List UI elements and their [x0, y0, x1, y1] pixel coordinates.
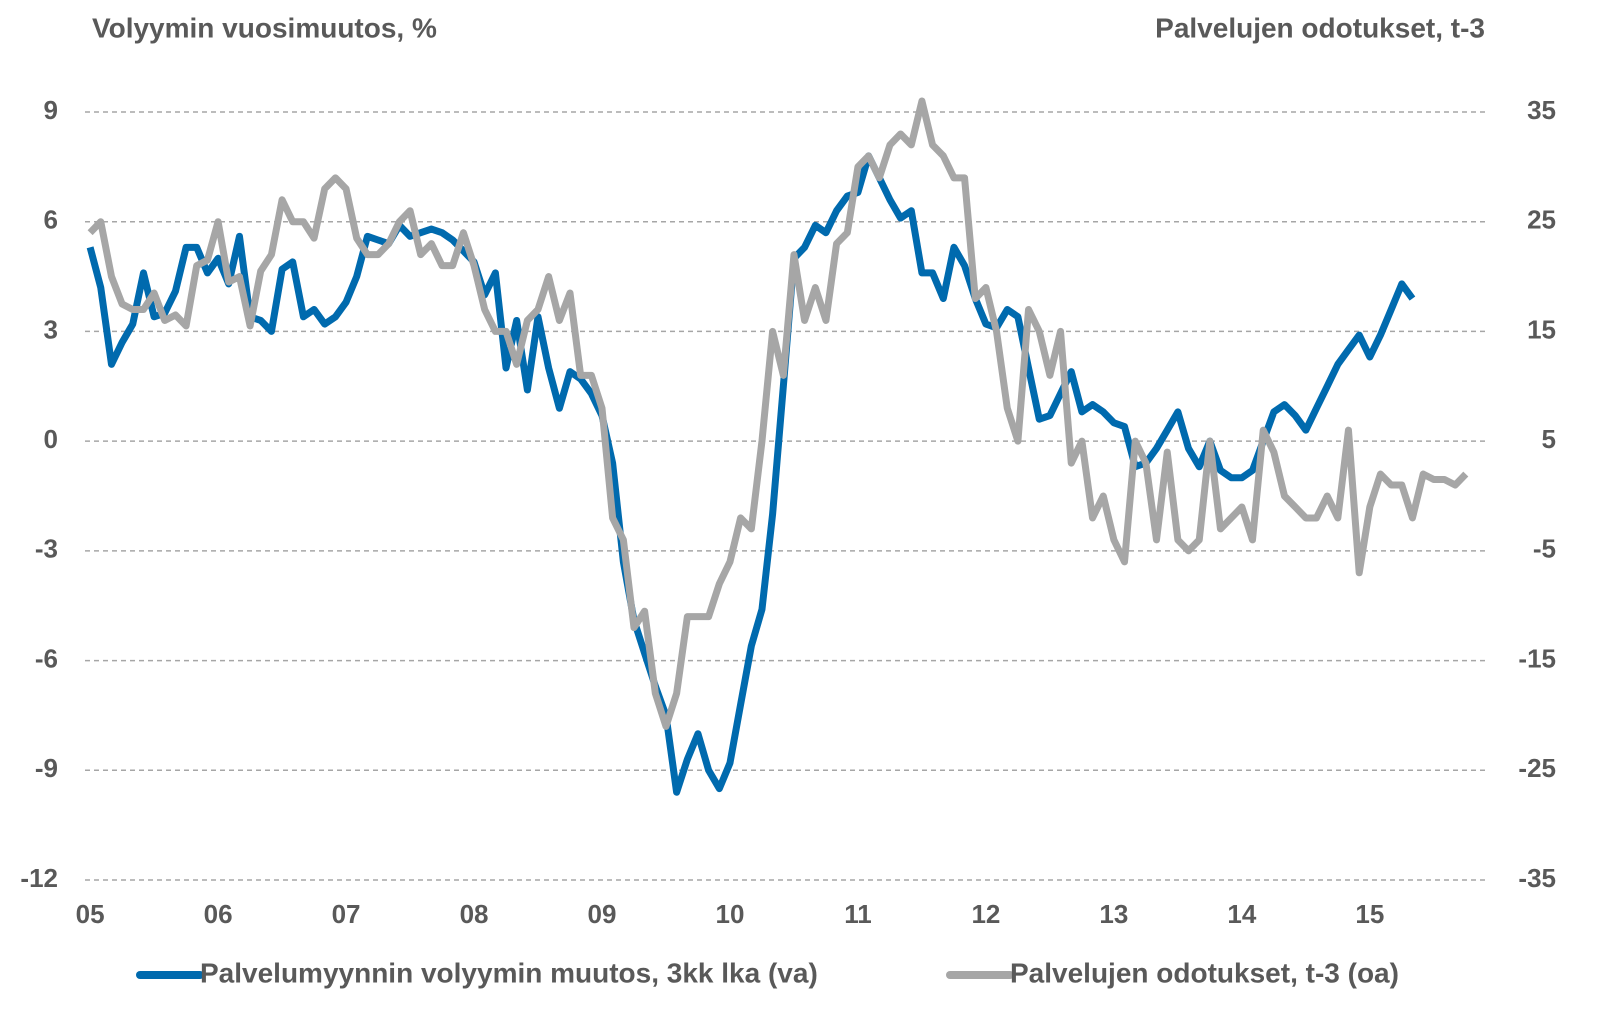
series-line — [87, 97, 1469, 730]
y-tick-label: 3 — [44, 314, 58, 344]
series-line — [86, 152, 1416, 796]
y2-tick-label: 5 — [1542, 424, 1556, 454]
x-tick-label: 11 — [844, 899, 872, 929]
legend-label: Palvelujen odotukset, t-3 (oa) — [1010, 957, 1399, 988]
y2-tick-label: 35 — [1527, 95, 1556, 125]
y-tick-label: -6 — [35, 643, 58, 673]
y2-tick-label: 15 — [1527, 314, 1556, 344]
x-tick-label: 10 — [716, 899, 745, 929]
y2-tick-label: -25 — [1518, 753, 1556, 783]
x-tick-label: 12 — [971, 899, 1000, 929]
x-tick-label: 15 — [1355, 899, 1384, 929]
y-tick-label: -12 — [20, 863, 58, 893]
y2-tick-label: -15 — [1518, 643, 1556, 673]
x-tick-label: 08 — [460, 899, 489, 929]
y-tick-label: 9 — [44, 95, 58, 125]
x-tick-label: 05 — [76, 899, 105, 929]
x-tick-label: 13 — [1099, 899, 1128, 929]
legend-label: Palvelumyynnin volyymin muutos, 3kk lka … — [200, 957, 818, 988]
x-tick-label: 09 — [588, 899, 617, 929]
y-axis-title: Volyymin vuosimuutos, % — [92, 12, 437, 43]
y2-tick-label: -5 — [1533, 534, 1556, 564]
x-tick-label: 07 — [332, 899, 361, 929]
y-tick-label: 0 — [44, 424, 58, 454]
y-tick-label: -9 — [35, 753, 58, 783]
y-tick-label: 6 — [44, 205, 58, 235]
y2-tick-label: -35 — [1518, 863, 1556, 893]
x-tick-label: 14 — [1227, 899, 1256, 929]
y2-tick-label: 25 — [1527, 205, 1556, 235]
y2-axis-title: Palvelujen odotukset, t-3 — [1155, 12, 1485, 43]
x-tick-label: 06 — [204, 899, 233, 929]
y-tick-label: -3 — [35, 534, 58, 564]
